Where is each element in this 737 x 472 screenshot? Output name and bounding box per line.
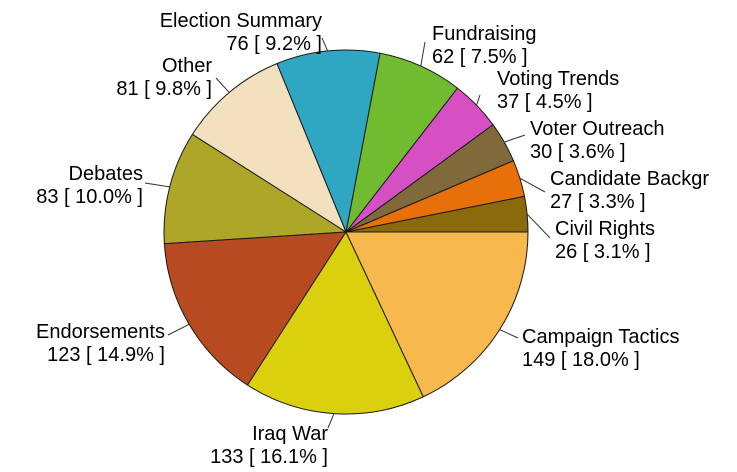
slice-label: Other 81 [ 9.8% ] bbox=[116, 55, 212, 100]
leader-line bbox=[420, 41, 426, 67]
slice-label-name: Voter Outreach bbox=[530, 118, 665, 140]
slice-label-value: 133 [ 16.1% ] bbox=[210, 446, 328, 468]
slice-label-name: Candidate Backgr bbox=[550, 168, 709, 190]
leader-lines bbox=[144, 37, 551, 429]
slice-label: Endorsements 123 [ 14.9% ] bbox=[36, 321, 165, 366]
slice-label: Iraq War 133 [ 16.1% ] bbox=[210, 423, 328, 468]
slice-label-value: 37 [ 4.5% ] bbox=[497, 91, 593, 113]
slice-label-name: Iraq War bbox=[252, 423, 328, 445]
slice-label-name: Fundraising bbox=[432, 23, 537, 45]
slice-label-value: 30 [ 3.6% ] bbox=[530, 141, 626, 163]
slice-label-name: Voting Trends bbox=[497, 68, 619, 90]
leader-line bbox=[504, 134, 526, 143]
leader-line bbox=[167, 323, 190, 336]
slice-label-value: 26 [ 3.1% ] bbox=[555, 241, 651, 263]
leader-line bbox=[144, 182, 170, 188]
leader-line bbox=[499, 329, 519, 339]
leader-line bbox=[327, 413, 335, 429]
leader-line bbox=[526, 213, 551, 239]
slice-label-name: Other bbox=[162, 55, 212, 77]
slice-label: Campaign Tactics 149 [ 18.0% ] bbox=[522, 326, 679, 371]
slice-label: Civil Rights 26 [ 3.1% ] bbox=[555, 218, 655, 263]
pie-slice-iraq-war bbox=[246, 230, 424, 415]
pie-slices bbox=[163, 49, 529, 415]
slice-label-name: Campaign Tactics bbox=[522, 326, 679, 348]
slice-label: Fundraising 62 [ 7.5% ] bbox=[432, 23, 537, 68]
slice-label-value: 149 [ 18.0% ] bbox=[522, 349, 640, 371]
slice-label-name: Election Summary bbox=[160, 10, 322, 32]
slice-label-value: 83 [ 10.0% ] bbox=[36, 186, 143, 208]
slice-label-value: 81 [ 9.8% ] bbox=[116, 78, 212, 100]
slice-label-name: Debates bbox=[69, 163, 144, 185]
slice-label-value: 62 [ 7.5% ] bbox=[432, 46, 528, 68]
pie-slice-debates bbox=[163, 133, 348, 245]
leader-line bbox=[476, 94, 481, 106]
slice-label: Voter Outreach 30 [ 3.6% ] bbox=[530, 118, 665, 163]
leader-line bbox=[321, 37, 329, 52]
slice-label-name: Endorsements bbox=[36, 321, 165, 343]
pie-slice-campaign-tactics bbox=[345, 231, 529, 398]
slice-label: Voting Trends 37 [ 4.5% ] bbox=[497, 68, 619, 113]
leader-line bbox=[215, 77, 230, 93]
leader-line bbox=[519, 177, 546, 193]
pie-slice-election-summary bbox=[276, 49, 381, 234]
slice-label-value: 27 [ 3.3% ] bbox=[550, 191, 646, 213]
slice-label-value: 76 [ 9.2% ] bbox=[226, 33, 322, 55]
slice-labels: Civil Rights 26 [ 3.1% ]Candidate Backgr 2… bbox=[36, 10, 709, 468]
slice-label-value: 123 [ 14.9% ] bbox=[47, 344, 165, 366]
slice-label: Debates 83 [ 10.0% ] bbox=[36, 163, 143, 208]
slice-label: Election Summary 76 [ 9.2% ] bbox=[160, 10, 322, 55]
slice-label-name: Civil Rights bbox=[555, 218, 655, 240]
slice-label: Candidate Backgr 27 [ 3.3% ] bbox=[550, 168, 709, 213]
